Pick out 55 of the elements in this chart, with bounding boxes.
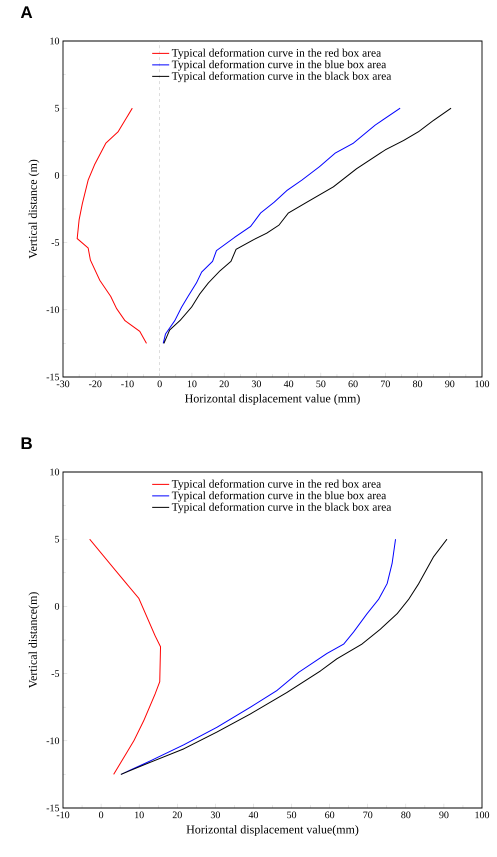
legend-label: Typical deformation curve in the red box area — [172, 480, 382, 490]
y-tick-label: 10 — [50, 468, 60, 476]
legend-label: Typical deformation curve in the blue box area — [172, 491, 386, 502]
x-tick-label: 90 — [439, 812, 449, 818]
line-series — [76, 108, 147, 344]
x-tick-label: 80 — [401, 812, 410, 818]
x-tick-label: 100 — [475, 812, 490, 818]
legend-label: Typical deformation curve in the red box area — [172, 48, 382, 60]
legend-label: Typical deformation curve in the blue box area — [172, 60, 386, 71]
x-tick-label: 0 — [98, 812, 104, 818]
y-tick-label: -5 — [52, 239, 60, 246]
x-tick-label: 10 — [188, 380, 197, 388]
y-tick-label: -15 — [46, 374, 60, 380]
x-tick-label: 60 — [348, 380, 358, 388]
line-series — [162, 108, 401, 344]
x-tick-label: 90 — [445, 380, 454, 388]
chart-title: B — [22, 437, 32, 450]
x-tick-label: 20 — [172, 812, 182, 818]
y-tick-label: -5 — [52, 670, 60, 677]
x-tick-label: 100 — [475, 380, 490, 388]
x-tick-label: -10 — [121, 380, 134, 388]
x-tick-label: 50 — [316, 380, 326, 388]
line-series — [163, 108, 452, 344]
legend-label: Typical deformation curve in the black box area — [172, 502, 392, 514]
x-tick-label: 10 — [135, 812, 144, 818]
y-tick-label: 5 — [55, 536, 60, 543]
x-tick-label: 60 — [325, 812, 334, 818]
y-tick-label: 5 — [55, 104, 60, 112]
x-tick-label: 70 — [363, 812, 372, 818]
x-axis-title: Horizontal displacement value(mm) — [186, 825, 358, 836]
x-tick-label: 70 — [380, 380, 390, 388]
x-tick-label: -20 — [88, 380, 102, 388]
x-tick-label: -30 — [56, 380, 70, 388]
x-tick-label: 0 — [158, 380, 162, 388]
x-tick-label: 30 — [210, 812, 220, 818]
x-tick-label: 20 — [220, 380, 229, 388]
line-series — [120, 538, 448, 775]
y-tick-label: 0 — [54, 172, 60, 179]
x-tick-label: 40 — [284, 380, 294, 388]
x-tick-label: 40 — [248, 812, 258, 818]
y-axis-title: Vertical distance(m) — [28, 592, 40, 688]
y-tick-label: 0 — [54, 603, 60, 610]
y-tick-label: -10 — [46, 737, 60, 744]
x-axis-title: Horizontal displacement value (mm) — [185, 394, 360, 405]
line-series — [89, 538, 162, 775]
y-tick-label: -10 — [46, 306, 60, 314]
line-series — [120, 538, 396, 775]
chart-title: A — [20, 6, 32, 18]
x-tick-label: 30 — [252, 380, 261, 388]
y-tick-label: -15 — [46, 804, 60, 812]
x-tick-label: 50 — [287, 812, 296, 818]
y-tick-label: 10 — [50, 38, 60, 44]
x-tick-label: 80 — [412, 380, 422, 388]
y-axis-title: Vertical distance (m) — [28, 160, 40, 259]
legend-label: Typical deformation curve in the black box area — [172, 72, 392, 82]
